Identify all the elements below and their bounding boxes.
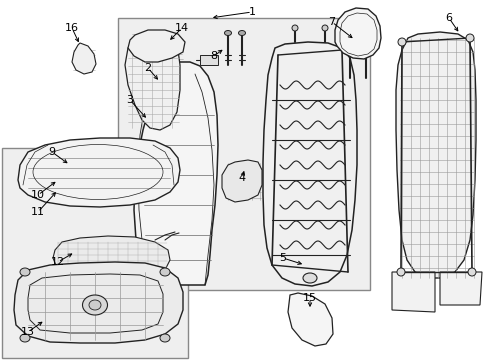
Ellipse shape	[303, 273, 316, 283]
Ellipse shape	[238, 31, 245, 36]
Polygon shape	[128, 30, 184, 62]
Polygon shape	[14, 262, 183, 343]
Polygon shape	[334, 8, 380, 59]
Text: 7: 7	[328, 17, 335, 27]
Ellipse shape	[224, 31, 231, 36]
Ellipse shape	[160, 268, 170, 276]
Ellipse shape	[230, 167, 235, 172]
Polygon shape	[263, 42, 356, 286]
Text: 14: 14	[175, 23, 189, 33]
Text: 3: 3	[126, 95, 133, 105]
Text: 5: 5	[279, 253, 286, 263]
Polygon shape	[53, 236, 170, 279]
Polygon shape	[391, 272, 434, 312]
Text: 9: 9	[48, 147, 56, 157]
Ellipse shape	[247, 189, 252, 194]
Ellipse shape	[397, 38, 405, 46]
Polygon shape	[395, 32, 475, 278]
Ellipse shape	[321, 25, 327, 31]
Ellipse shape	[20, 334, 30, 342]
Ellipse shape	[160, 334, 170, 342]
Text: 6: 6	[445, 13, 451, 23]
Polygon shape	[200, 55, 218, 65]
Polygon shape	[18, 138, 180, 207]
Text: 13: 13	[21, 327, 35, 337]
Text: 8: 8	[210, 51, 217, 61]
Polygon shape	[134, 62, 218, 285]
Polygon shape	[125, 38, 180, 130]
Text: 10: 10	[31, 190, 45, 200]
Ellipse shape	[396, 268, 404, 276]
Text: 2: 2	[144, 63, 151, 73]
Polygon shape	[287, 293, 332, 346]
Text: 15: 15	[303, 293, 316, 303]
Ellipse shape	[82, 295, 107, 315]
Ellipse shape	[20, 268, 30, 276]
Ellipse shape	[465, 34, 473, 42]
Text: 12: 12	[51, 257, 65, 267]
Text: 11: 11	[31, 207, 45, 217]
Bar	[2, 148, 187, 358]
Polygon shape	[439, 272, 481, 305]
Ellipse shape	[467, 268, 475, 276]
Ellipse shape	[247, 167, 252, 172]
Polygon shape	[72, 43, 96, 74]
Text: 1: 1	[248, 7, 255, 17]
Ellipse shape	[291, 25, 297, 31]
Text: 4: 4	[238, 173, 245, 183]
Text: 16: 16	[65, 23, 79, 33]
Ellipse shape	[89, 300, 101, 310]
Polygon shape	[222, 160, 262, 202]
Bar	[118, 18, 369, 290]
Ellipse shape	[230, 189, 235, 194]
